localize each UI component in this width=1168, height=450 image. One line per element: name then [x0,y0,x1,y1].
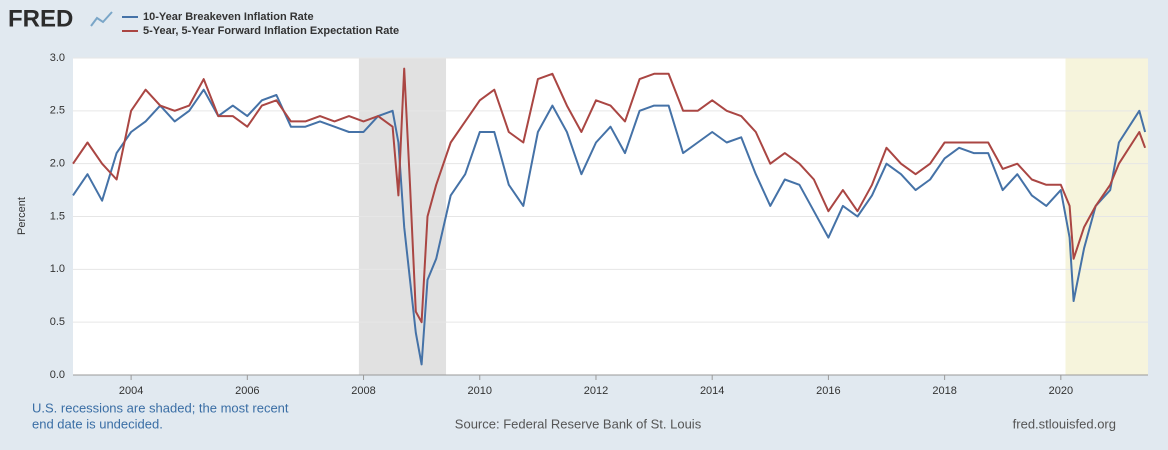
y-tick-label: 3.0 [50,52,65,64]
y-tick-label: 1.0 [50,263,65,275]
source: Source: Federal Reserve Bank of St. Loui… [455,416,702,431]
series-line [72,88,1147,366]
series-line [72,67,1147,324]
y-tick-label: 0.5 [50,316,65,328]
y-tick-label: 2.5 [50,105,65,117]
x-tick-label: 2016 [816,385,840,397]
y-tick-label: 2.0 [50,158,65,170]
x-tick-label: 2018 [932,385,956,397]
site: fred.stlouisfed.org [1013,416,1116,431]
legend-label: 10-Year Breakeven Inflation Rate [143,11,314,23]
y-tick-label: 1.5 [50,210,65,222]
note: end date is undecided. [32,416,163,431]
x-tick-label: 2008 [351,385,375,397]
x-tick-label: 2006 [235,385,259,397]
x-tick-label: 2020 [1049,385,1073,397]
logo: FRED [8,5,73,32]
x-tick-label: 2010 [468,385,492,397]
y-tick-label: 0.0 [50,369,65,381]
legend-label: 5-Year, 5-Year Forward Inflation Expecta… [143,25,399,37]
x-tick-label: 2012 [584,385,608,397]
note: U.S. recessions are shaded; the most rec… [32,400,289,415]
x-tick-label: 2014 [700,385,724,397]
logo-icon [90,11,113,27]
x-tick-label: 2004 [119,385,143,397]
y-axis-label: Percent [16,197,28,235]
